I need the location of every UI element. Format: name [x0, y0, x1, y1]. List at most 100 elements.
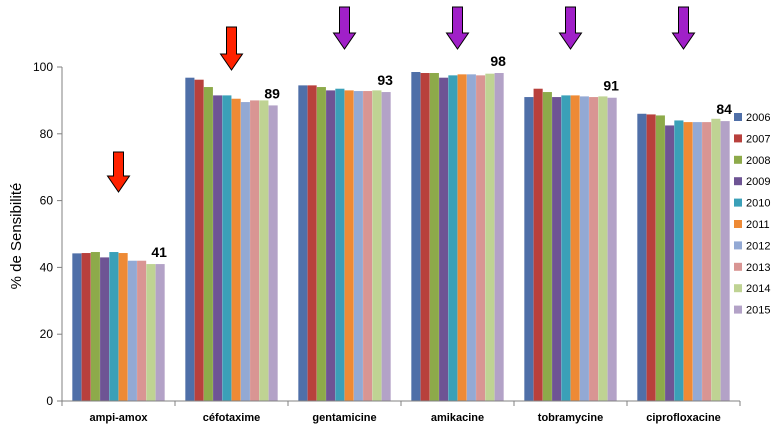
y-axis-ticks: 0 20 40 60 80 100 — [33, 60, 62, 408]
bar-2011 — [344, 90, 354, 401]
legend-label: 2011 — [746, 219, 770, 231]
legend-swatch — [734, 262, 742, 271]
category-label: gentamicine — [312, 412, 376, 424]
bar-2009 — [552, 97, 562, 401]
bar-2015 — [720, 121, 730, 401]
bar-2010 — [561, 95, 571, 401]
legend-swatch — [734, 134, 742, 143]
bar-2008 — [429, 73, 439, 402]
bar-2007 — [81, 253, 91, 401]
legend-item: 2012 — [734, 240, 770, 252]
legend-swatch — [734, 305, 742, 314]
down-arrow-icon — [332, 6, 357, 50]
bar-2009 — [213, 95, 223, 401]
legend-label: 2015 — [746, 305, 770, 317]
legend-item: 2006 — [734, 112, 770, 124]
legend-swatch — [734, 241, 742, 250]
bar-2015 — [494, 73, 504, 402]
bar-2008 — [316, 87, 326, 401]
data-label: 84 — [716, 101, 732, 117]
bar-2010 — [674, 120, 684, 401]
bar-2010 — [109, 252, 119, 401]
y-tick-label: 80 — [40, 127, 54, 141]
legend-label: 2013 — [746, 262, 770, 274]
bar-2012 — [240, 102, 250, 401]
bar-2012 — [353, 91, 363, 401]
bar-2011 — [231, 98, 241, 401]
bar-2007 — [533, 88, 543, 402]
bar-2013 — [137, 260, 147, 401]
bar-2014 — [146, 264, 156, 401]
bar-2014 — [372, 90, 382, 401]
bar-2015 — [155, 264, 165, 401]
category-label: tobramycine — [538, 412, 603, 424]
legend-swatch — [734, 198, 742, 207]
bars-group — [72, 72, 730, 402]
y-axis-label: % de Sensibilité — [8, 183, 25, 290]
legend-item: 2008 — [734, 155, 770, 167]
legend-item: 2013 — [734, 262, 770, 274]
bar-2006 — [524, 97, 534, 401]
bar-2014 — [485, 73, 495, 402]
data-label: 93 — [377, 72, 393, 88]
bar-2010 — [335, 88, 345, 402]
bar-2013 — [363, 91, 373, 401]
bar-2008 — [542, 92, 552, 402]
category-label: amikacine — [431, 412, 484, 424]
legend-swatch — [734, 155, 742, 164]
legend-item: 2010 — [734, 198, 770, 210]
category-label: céfotaxime — [203, 412, 260, 424]
legend-swatch — [734, 113, 742, 121]
y-tick-label: 60 — [40, 194, 54, 208]
y-tick-label: 20 — [40, 327, 54, 341]
legend-label: 2008 — [746, 155, 770, 167]
data-label: 98 — [490, 53, 506, 69]
bar-2012 — [466, 74, 476, 402]
bar-2011 — [457, 74, 467, 402]
bar-2008 — [90, 252, 100, 401]
bar-2009 — [439, 77, 449, 402]
legend-label: 2014 — [746, 283, 770, 295]
category-label: ampi-amox — [89, 412, 148, 424]
bar-2015 — [381, 92, 391, 402]
bar-2011 — [118, 253, 128, 401]
bar-2007 — [194, 79, 204, 401]
bar-2014 — [598, 96, 608, 401]
arrows-group — [106, 6, 696, 193]
bar-2015 — [607, 97, 617, 401]
legend-label: 2006 — [746, 112, 770, 124]
legend-item: 2007 — [734, 133, 770, 145]
bar-2010 — [448, 75, 458, 401]
legend-item: 2011 — [734, 219, 770, 231]
bar-2007 — [307, 85, 317, 402]
category-label: ciprofloxacine — [646, 412, 721, 424]
bar-2014 — [711, 118, 721, 402]
legend-item: 2015 — [734, 305, 770, 317]
data-label: 89 — [264, 85, 280, 101]
data-labels-group: 41 89 93 98 91 84 — [151, 53, 732, 260]
legend-item: 2014 — [734, 283, 770, 295]
legend-label: 2010 — [746, 198, 770, 210]
bar-2009 — [665, 125, 675, 401]
y-tick-label: 40 — [40, 260, 54, 274]
legend-swatch — [734, 284, 742, 293]
down-arrow-icon — [445, 6, 470, 50]
data-label: 41 — [151, 244, 167, 260]
legend-label: 2007 — [746, 133, 770, 145]
legend-label: 2012 — [746, 240, 770, 252]
bar-2009 — [100, 257, 110, 401]
bar-2008 — [203, 87, 213, 401]
legend-item: 2009 — [734, 176, 770, 188]
bar-2014 — [259, 100, 269, 402]
legend: 2006 2007 2008 2009 2010 2011 2012 2013 2014 2015 — [734, 112, 770, 317]
legend-swatch — [734, 220, 742, 228]
down-arrow-icon — [106, 151, 131, 193]
bar-2010 — [222, 95, 232, 401]
bar-2013 — [476, 75, 486, 401]
down-arrow-icon — [558, 6, 583, 50]
down-arrow-icon — [219, 26, 244, 71]
bar-2012 — [692, 122, 702, 402]
bar-2012 — [579, 96, 589, 401]
y-tick-label: 100 — [33, 60, 53, 74]
bar-2009 — [326, 90, 336, 401]
